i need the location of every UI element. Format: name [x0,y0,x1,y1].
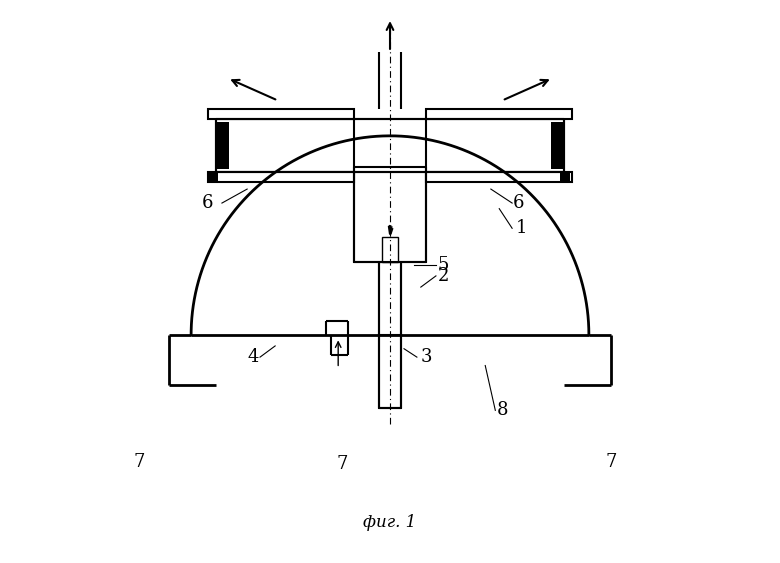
Bar [208,172,353,182]
Text: фиг. 1: фиг. 1 [363,514,417,531]
Bar [353,167,427,262]
Text: 5: 5 [438,256,449,274]
Text: 6: 6 [202,194,214,212]
Text: 7: 7 [133,453,145,471]
Bar [208,109,353,119]
Bar [216,119,564,172]
Bar [427,172,572,182]
Bar [551,122,564,169]
Bar [208,173,218,181]
Text: 7: 7 [337,454,348,472]
Text: 4: 4 [247,348,258,366]
Text: 1: 1 [516,219,527,237]
Text: 8: 8 [496,401,508,419]
Bar [379,262,401,335]
Text: 7: 7 [605,453,617,471]
Text: 6: 6 [513,194,525,212]
Bar [216,122,229,169]
Text: 3: 3 [420,348,432,366]
Text: 2: 2 [438,267,449,285]
Bar [379,335,401,408]
Bar [382,236,398,262]
Bar [560,173,570,181]
Bar [427,109,572,119]
